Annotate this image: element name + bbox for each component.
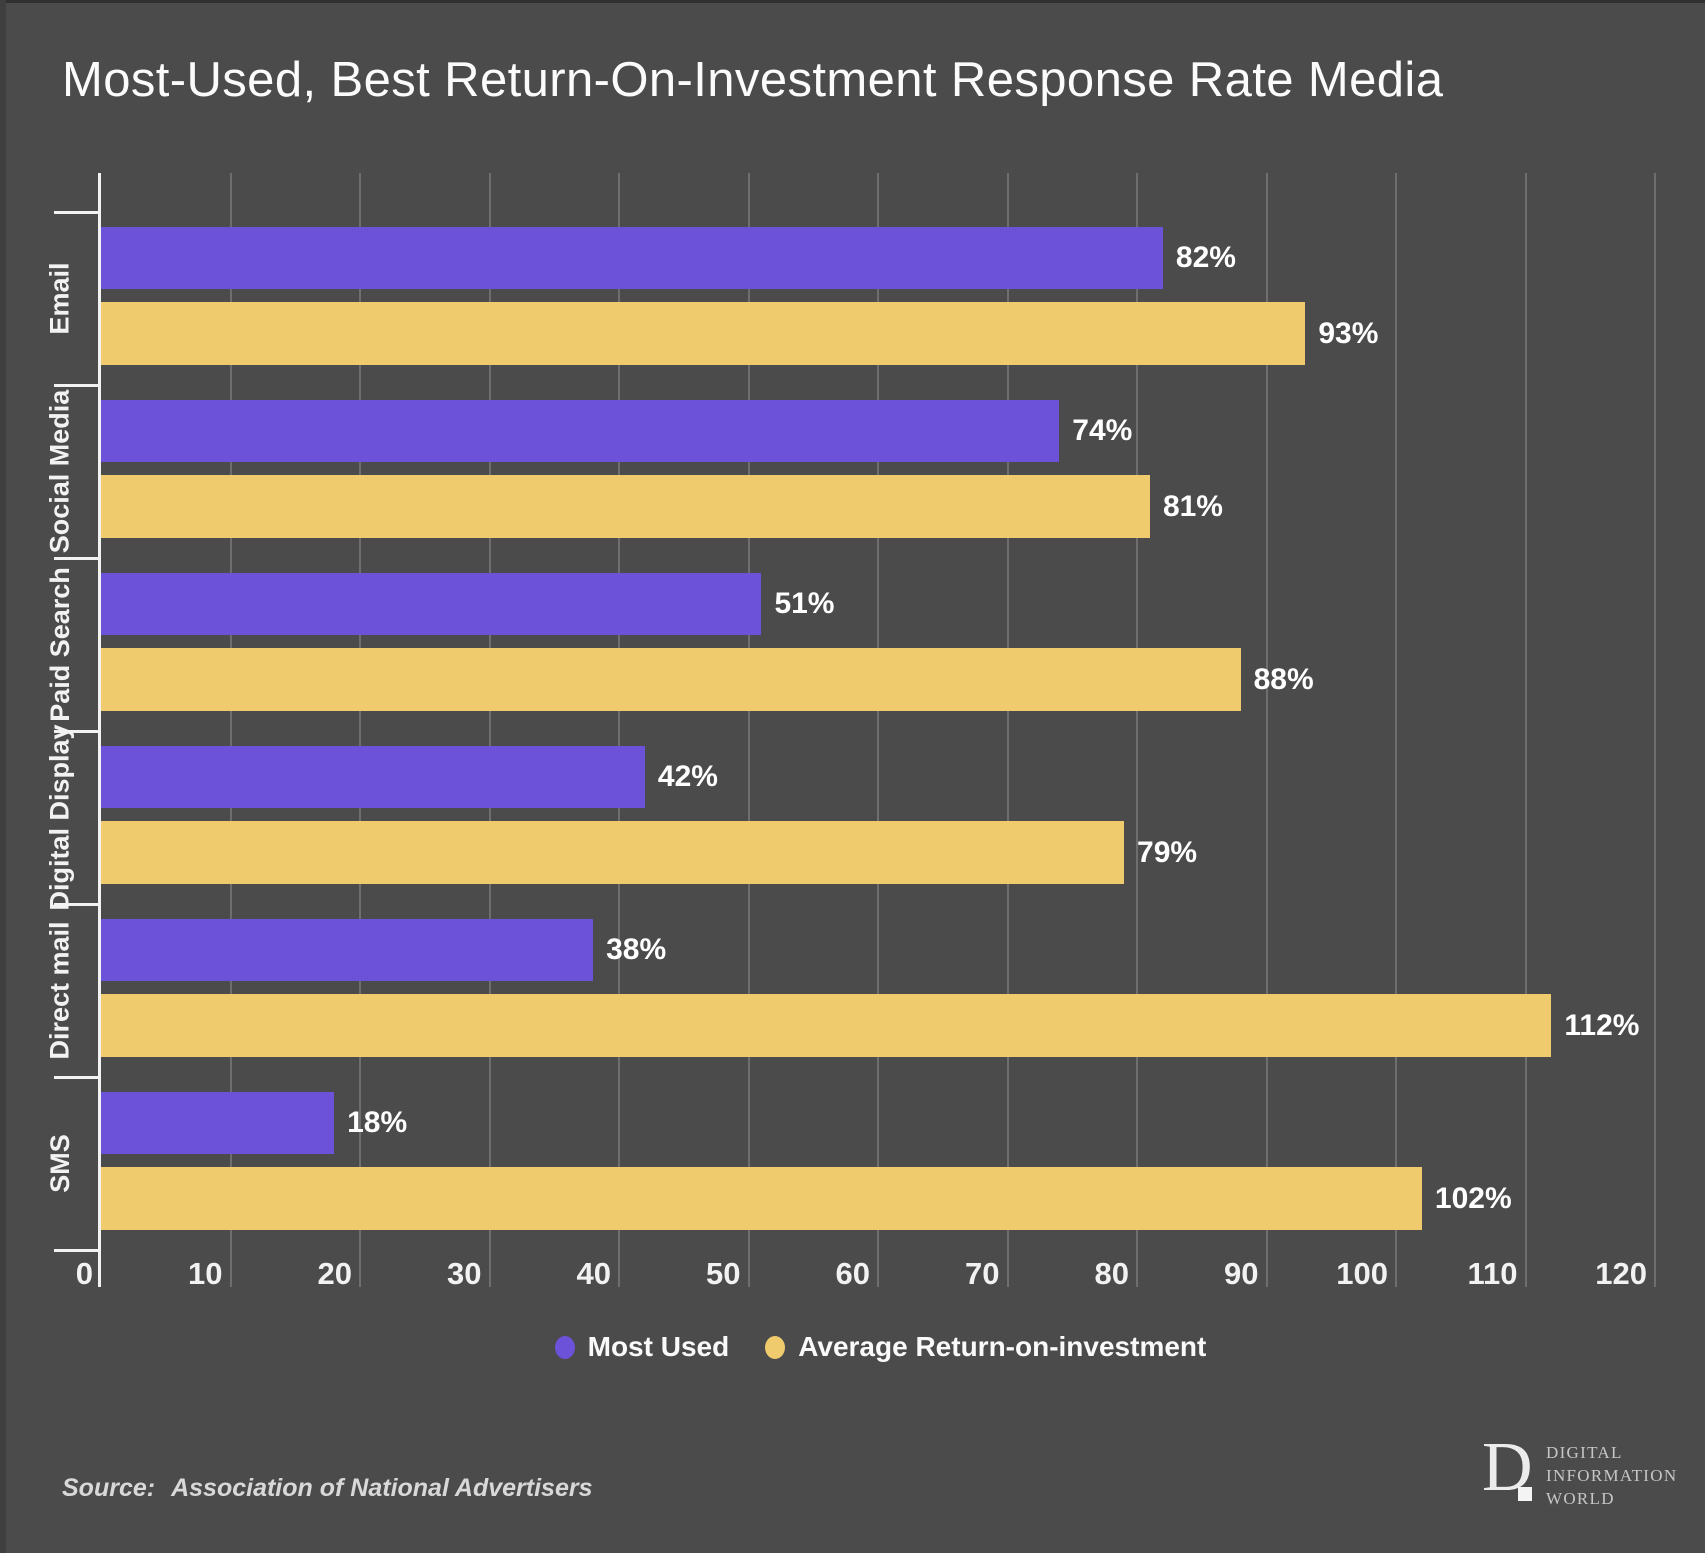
logo-wordmark: DIGITAL INFORMATION WORLD	[1546, 1437, 1677, 1509]
gridline-110	[1524, 173, 1527, 1287]
gridline-30	[488, 173, 491, 1287]
bar-value-label: 74%	[1072, 414, 1133, 447]
bar-value-label: 38%	[606, 933, 667, 966]
category-label-text: Digital Display	[44, 724, 75, 911]
gridline-50	[747, 173, 750, 1287]
left-edge-shadow	[0, 0, 6, 1553]
category-label: Digital Display	[26, 724, 94, 910]
bar-avg-roi	[101, 994, 1552, 1057]
bar-most-used	[101, 400, 1060, 462]
x-axis-tick-label: 110	[1467, 1256, 1518, 1291]
bar-value-label: 18%	[347, 1106, 408, 1139]
category-divider-tick	[54, 1249, 100, 1252]
bar-value-label: 81%	[1162, 490, 1223, 523]
gridline-70	[1006, 173, 1009, 1287]
gridline-120	[1654, 173, 1656, 1287]
x-axis-tick-label: 80	[1094, 1256, 1129, 1291]
bar-value-label: 42%	[657, 760, 718, 793]
logo-square-mark	[1518, 1487, 1532, 1501]
chart-title: Most-Used, Best Return-On-Investment Res…	[62, 53, 1444, 107]
logo-line-digital: DIGITAL	[1546, 1443, 1623, 1462]
bar-avg-roi	[101, 302, 1306, 365]
legend-label: Most Used	[587, 1331, 730, 1362]
bar-value-label: 51%	[774, 587, 835, 620]
category-label: Direct mail	[26, 904, 94, 1077]
gridline-20	[359, 173, 361, 1287]
bar-most-used	[101, 227, 1163, 289]
x-axis-tick-label: 30	[447, 1256, 482, 1291]
bar-most-used	[101, 919, 594, 981]
category-divider-tick	[54, 730, 100, 733]
source-note: Source: Association of National Advertise…	[62, 1474, 593, 1503]
bar-most-used	[101, 746, 645, 808]
x-axis-tick-label: 20	[317, 1256, 352, 1291]
logo-line-world: WORLD	[1546, 1489, 1615, 1508]
legend-item: Most Used	[554, 1331, 730, 1363]
x-axis-tick-label: 70	[965, 1256, 1000, 1291]
bar-most-used	[101, 573, 762, 635]
category-divider-tick	[54, 557, 100, 560]
gridline-100	[1395, 173, 1397, 1287]
bar-avg-roi	[101, 475, 1150, 538]
legend-item: Average Return-on-investment	[765, 1331, 1206, 1363]
bar-value-label: 88%	[1253, 663, 1314, 696]
gridline-80	[1136, 173, 1138, 1287]
source-text: Association of National Advertisers	[171, 1474, 593, 1502]
category-label-text: SMS	[44, 1134, 75, 1193]
category-label-text: Direct mail	[44, 921, 75, 1060]
bar-avg-roi	[101, 648, 1241, 711]
category-label-text: Email	[44, 262, 75, 335]
bar-value-label: 79%	[1137, 836, 1198, 869]
brand-logo: D DIGITAL INFORMATION WORLD	[1482, 1433, 1677, 1509]
x-axis-tick-label: 40	[576, 1256, 611, 1291]
bar-value-label: 112%	[1564, 1009, 1640, 1042]
category-label: Paid Search	[26, 558, 94, 731]
category-divider-tick	[54, 384, 100, 387]
logo-monogram: D	[1482, 1433, 1533, 1505]
x-axis-tick-label: 120	[1595, 1256, 1647, 1291]
legend-label: Average Return-on-investment	[798, 1331, 1207, 1362]
bar-value-label: 93%	[1318, 317, 1379, 350]
source-label: Source:	[62, 1474, 156, 1502]
top-edge-line	[0, 0, 1705, 3]
x-axis-tick-label: 0	[75, 1256, 93, 1291]
gridline-90	[1265, 173, 1268, 1287]
gridline-60	[877, 173, 879, 1287]
category-label: SMS	[26, 1077, 94, 1250]
bar-value-label: 102%	[1434, 1182, 1512, 1215]
logo-line-information: INFORMATION	[1546, 1466, 1678, 1485]
category-label-text: Paid Search	[44, 567, 75, 722]
gridline-40	[618, 173, 620, 1287]
bar-avg-roi	[101, 1167, 1422, 1230]
bar-avg-roi	[101, 821, 1125, 884]
category-label: Email	[26, 212, 94, 385]
x-axis-tick-label: 10	[188, 1256, 223, 1291]
bar-most-used	[101, 1092, 335, 1154]
legend-dot	[765, 1335, 786, 1359]
x-axis-tick-label: 90	[1224, 1256, 1259, 1291]
chart-legend: Most Used Average Return-on-investment	[56, 1330, 1705, 1364]
category-label: Social Media	[26, 385, 94, 558]
x-axis-tick-label: 60	[835, 1256, 870, 1291]
category-label-text: Social Media	[44, 389, 75, 554]
x-axis-tick-label: 50	[706, 1256, 741, 1291]
category-divider-tick	[54, 903, 100, 906]
gridline-10	[229, 173, 232, 1287]
category-divider-tick	[54, 211, 100, 214]
bar-value-label: 82%	[1175, 241, 1236, 274]
category-divider-tick	[54, 1076, 100, 1079]
legend-dot	[554, 1335, 575, 1359]
x-axis-tick-label: 100	[1336, 1256, 1388, 1291]
